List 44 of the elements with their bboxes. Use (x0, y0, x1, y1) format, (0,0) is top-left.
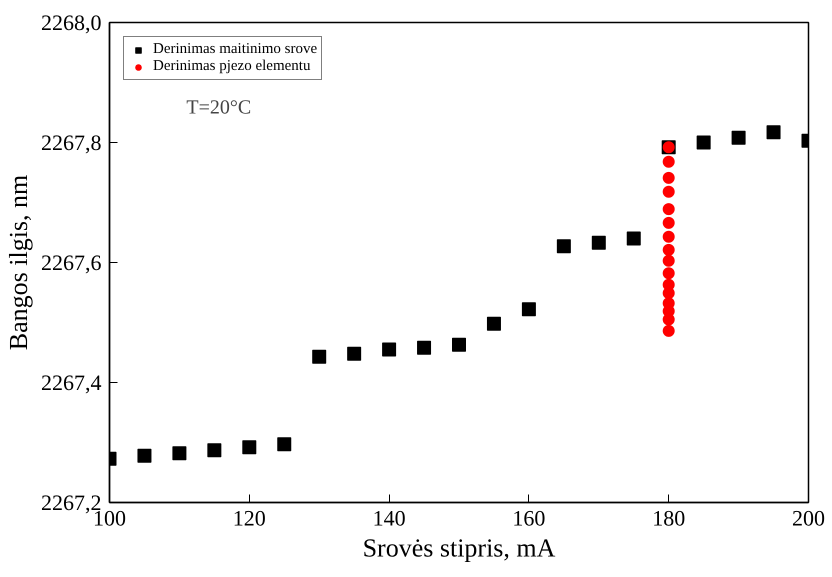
point (662, 203, 675, 216)
point (662, 314, 675, 326)
point (662, 172, 675, 184)
y-tick-label: 2267,6 (41, 250, 102, 275)
point (662, 244, 675, 256)
y-axis-title: Bangos ilgis, nm (4, 174, 33, 350)
point (662, 254, 675, 267)
point (242, 440, 256, 454)
x-tick-label: 180 (652, 506, 686, 530)
point (556, 239, 571, 254)
point (662, 324, 675, 337)
point (662, 216, 675, 229)
point (662, 156, 675, 168)
point (417, 340, 432, 355)
point (696, 136, 711, 150)
point (766, 125, 781, 140)
point (626, 232, 641, 246)
y-tick-label: 2268,0 (41, 10, 102, 35)
point (662, 230, 675, 243)
point (172, 446, 186, 460)
point (452, 338, 466, 352)
y-tick-label: 2267,8 (41, 130, 102, 155)
point (732, 130, 746, 145)
x-tick-label: 200 (792, 506, 825, 530)
x-tick-label: 140 (372, 506, 406, 530)
x-axis-title: Srovės stipris, mA (362, 534, 556, 562)
y-tick-label: 2267,4 (41, 370, 102, 395)
point (592, 236, 606, 250)
annotation: T=20°C (186, 96, 252, 118)
point (382, 342, 396, 356)
point (486, 316, 501, 331)
x-tick-label: 120 (232, 506, 266, 530)
point (662, 287, 675, 300)
point (662, 267, 675, 280)
legend-label: Derinimas pjezo elementu (153, 58, 310, 75)
legend-label: Derinimas maitinimo srove (153, 41, 318, 58)
point (207, 443, 222, 458)
point (662, 186, 675, 198)
point (277, 437, 292, 452)
point (347, 346, 362, 361)
point (137, 448, 152, 463)
x-tick-label: 160 (512, 506, 546, 530)
point (312, 350, 326, 364)
point (522, 302, 536, 316)
